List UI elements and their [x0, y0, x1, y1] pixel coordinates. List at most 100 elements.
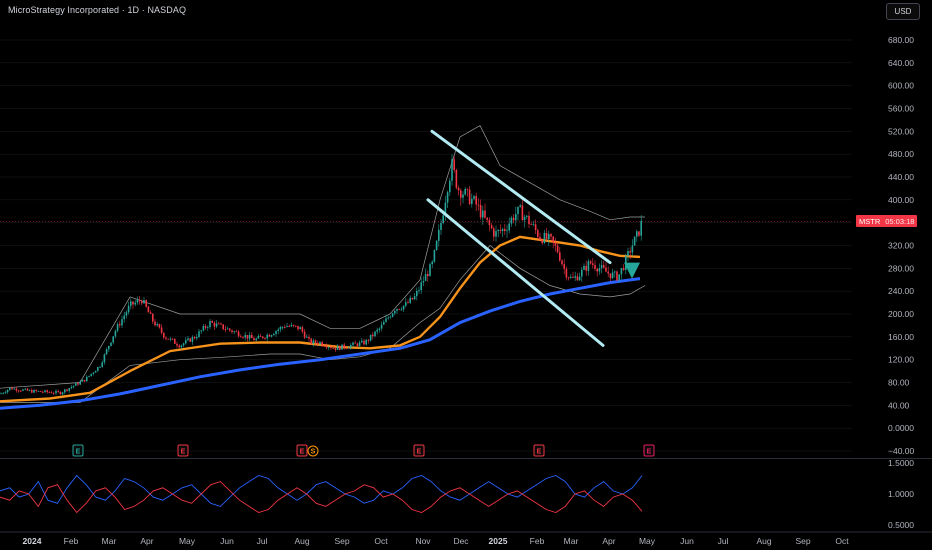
candle-body — [20, 390, 22, 392]
candle-body — [101, 362, 103, 367]
price-tick-label: 0.0000 — [888, 423, 914, 433]
month-label: Apr — [602, 536, 615, 546]
candle-body — [350, 344, 352, 348]
candle-body — [99, 366, 101, 368]
earnings-marker-label: E — [76, 449, 81, 456]
candle-body — [345, 347, 348, 349]
candle-body — [154, 321, 156, 326]
candle-body — [136, 300, 139, 303]
candle-body — [618, 274, 620, 281]
candle-body — [488, 219, 491, 226]
candle-body — [94, 370, 97, 373]
last-price-tag: MSTR 05:03:18 — [856, 215, 918, 227]
candle-body — [418, 290, 420, 291]
candle-body — [407, 302, 409, 304]
candle-body — [88, 375, 90, 377]
candle-body — [609, 273, 612, 279]
candle-body — [343, 344, 345, 348]
chart-grid — [0, 39, 932, 533]
candle-body — [68, 388, 70, 391]
earnings-marker-icon — [72, 444, 84, 457]
candle-body — [17, 390, 20, 392]
price-tick-label: 560.00 — [888, 104, 914, 114]
candle-body — [504, 228, 506, 231]
candle-body — [147, 306, 150, 313]
candle-body — [512, 217, 515, 221]
candle-body — [640, 220, 642, 236]
candle-body — [358, 342, 361, 346]
candle-body — [308, 336, 310, 339]
candle-body — [257, 335, 260, 339]
candle-body — [213, 322, 216, 327]
candle-body — [218, 323, 220, 325]
candle-body — [270, 335, 273, 337]
candle-body — [574, 276, 576, 278]
candle-body — [581, 269, 583, 277]
candle-body — [72, 385, 75, 387]
candle-body — [211, 321, 213, 323]
candle-body — [466, 189, 469, 190]
candle-body — [141, 301, 143, 304]
month-label: Aug — [756, 536, 771, 546]
candle-body — [556, 245, 559, 253]
candle-body — [585, 265, 587, 271]
candle-body — [433, 249, 436, 262]
candle-body — [442, 215, 444, 224]
candle-body — [233, 331, 235, 333]
price-tick-label: 600.00 — [888, 81, 914, 91]
candle-body — [570, 276, 572, 278]
candle-body — [587, 261, 590, 271]
candle-body — [323, 345, 326, 347]
candle-body — [251, 334, 253, 339]
candle-body — [86, 376, 88, 382]
candle-body — [259, 335, 262, 337]
candle-body — [550, 233, 552, 237]
candle-body — [200, 330, 202, 332]
candle-body — [596, 268, 598, 272]
candle-body — [97, 367, 99, 371]
candle-body — [317, 342, 319, 345]
candle-body — [537, 230, 539, 237]
candle-body — [523, 216, 526, 221]
earnings-marker-label: S — [311, 449, 316, 456]
candle-body — [215, 323, 218, 327]
month-label: Nov — [415, 536, 431, 546]
bollinger-bands — [0, 125, 646, 403]
candle-body — [244, 335, 246, 338]
price-tag-symbol: MSTR — [859, 216, 881, 226]
candle-body — [490, 225, 493, 229]
candle-body — [629, 251, 631, 253]
candle-body — [262, 336, 264, 339]
month-label: 2025 — [489, 536, 508, 546]
price-tick-label: 120.00 — [888, 355, 914, 365]
month-label: Jun — [680, 536, 694, 546]
candle-body — [11, 387, 13, 390]
candle-body — [416, 290, 418, 297]
candle-body — [279, 327, 282, 330]
candle-body — [55, 390, 57, 394]
candle-body — [429, 264, 431, 277]
month-label: Feb — [530, 536, 545, 546]
candle-body — [435, 240, 438, 250]
candle-body — [400, 309, 403, 311]
candle-body — [460, 190, 462, 198]
descending-channel-lines — [426, 129, 640, 347]
candle-body — [517, 206, 519, 215]
candle-body — [103, 354, 106, 363]
candle-body — [299, 327, 301, 330]
price-tick-label: −40.00 — [888, 446, 915, 456]
earnings-marker-icon — [413, 444, 425, 457]
band-lower-line — [0, 245, 646, 403]
candle-body — [378, 328, 381, 330]
candle-body — [0, 393, 2, 395]
candle-body — [543, 232, 546, 243]
candle-body — [277, 329, 279, 332]
candle-body — [149, 312, 152, 314]
currency-button[interactable]: USD — [886, 3, 920, 20]
earnings-marker-label: E — [181, 449, 186, 456]
candle-body — [275, 331, 277, 335]
candle-body — [515, 214, 517, 221]
month-label: Oct — [835, 536, 849, 546]
candle-body — [528, 215, 530, 225]
